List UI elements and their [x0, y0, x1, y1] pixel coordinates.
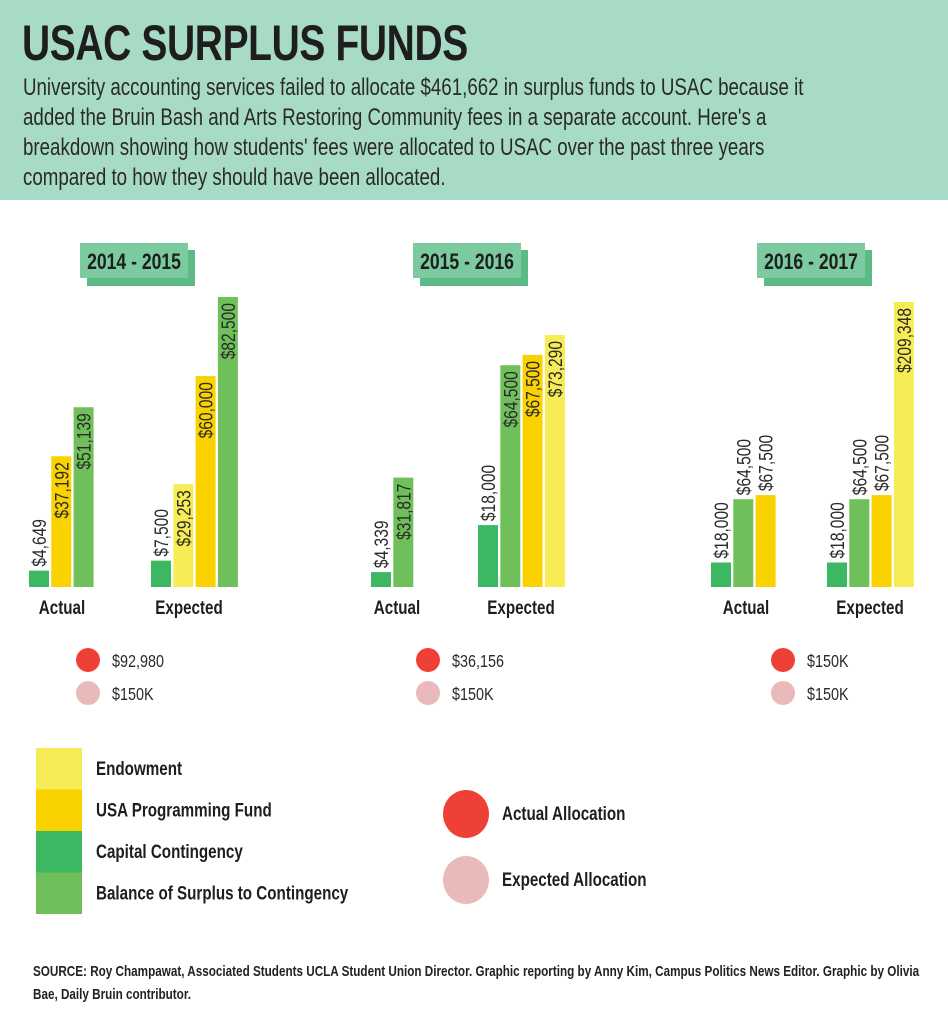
expected-allocation-dot	[76, 681, 100, 705]
panel-2015-2016: 2015 - 2016 $4,339$31,817 Actual $18,000 $64…	[371, 243, 566, 705]
year-badge	[413, 243, 521, 278]
actual-allocation-dot	[76, 648, 100, 672]
year-badge	[80, 243, 188, 278]
bar-capital-contingency	[711, 562, 731, 587]
year-label: 2016 - 2017	[764, 250, 858, 274]
bar-balance-of-surplus-to-contingency	[73, 407, 94, 587]
bar-value-label: $82,500	[217, 303, 239, 359]
group-label: Actual	[723, 596, 769, 618]
bar-value-label: $209,348	[893, 308, 915, 373]
group-label: Actual	[374, 596, 420, 618]
panel-2016-2017: 2016 - 2017$18,000$64,500 $67,500Actual$1…	[711, 243, 915, 705]
bar-usa-programming-fund	[195, 376, 216, 587]
bar-usa-programming-fund	[871, 495, 892, 587]
source-note: SOURCE: Roy Champawat, Associated Studen…	[33, 963, 920, 1003]
bar-usa-programming-fund	[755, 495, 776, 587]
bar-usa-programming-fund	[51, 456, 72, 587]
actual-allocation-value: $36,156	[452, 652, 504, 672]
actual-allocation-value: $150K	[807, 652, 849, 672]
description-line: University accounting services failed to…	[23, 74, 804, 101]
bar-value-label: $4,339	[371, 520, 393, 568]
legend-swatch	[36, 872, 82, 914]
page-title: USAC SURPLUS FUNDS	[22, 15, 468, 71]
bar-value-label: $7,500	[151, 509, 173, 557]
chart-area: 2014 - 2015 $4,649$37,192$51,139 Actual $7,…	[29, 243, 915, 914]
bar-value-label: $29,253	[173, 490, 195, 546]
description-line: breakdown showing how students' fees wer…	[23, 134, 765, 161]
bar-value-label: $37,192	[51, 462, 73, 518]
bar-value-label: $18,000	[827, 502, 849, 558]
panel-2014-2015: 2014 - 2015 $4,649$37,192$51,139 Actual $7,…	[29, 243, 239, 705]
bar-value-label: $18,000	[478, 465, 500, 521]
bar-value-label: $64,500	[733, 439, 755, 495]
bar-usa-programming-fund	[522, 354, 543, 587]
expected-allocation-dot	[416, 681, 440, 705]
bar-value-label: $4,649	[29, 519, 51, 567]
description-line: compared to how they should have been al…	[23, 164, 446, 191]
year-label: 2015 - 2016	[420, 250, 514, 274]
actual-allocation-dot	[771, 648, 795, 672]
expected-allocation-value: $150K	[112, 685, 154, 705]
bar-value-label: $18,000	[711, 502, 733, 558]
legend-label: Endowment	[96, 757, 182, 779]
description: University accounting services failed to…	[23, 73, 912, 193]
bar-value-label: $67,500	[522, 361, 544, 417]
actual-allocation-dot	[416, 648, 440, 672]
bar-value-label: $31,817	[393, 484, 415, 540]
bar-balance-of-surplus-to-contingency	[393, 477, 414, 587]
bar-value-label: $67,500	[871, 435, 893, 491]
year-label: 2014 - 2015	[87, 250, 181, 274]
expected-allocation-legend-dot	[443, 856, 489, 904]
bar-endowment	[544, 335, 565, 587]
group-label: Expected	[487, 596, 555, 618]
bar-capital-contingency	[151, 560, 171, 587]
bar-value-label: $60,000	[195, 382, 217, 438]
bar-capital-contingency	[29, 570, 49, 587]
bar-value-label: $73,290	[544, 341, 566, 397]
expected-allocation-value: $150K	[807, 685, 849, 705]
bar-value-label: $64,500	[849, 439, 871, 495]
expected-allocation-dot	[771, 681, 795, 705]
actual-allocation-legend-dot	[443, 790, 489, 838]
legend-label: Actual Allocation	[502, 802, 625, 824]
bar-value-label: $51,139	[73, 413, 95, 469]
bar-capital-contingency	[371, 572, 391, 587]
group-label: Actual	[39, 596, 85, 618]
group-label: Expected	[836, 596, 904, 618]
legend-label: USA Programming Fund	[96, 799, 272, 821]
legend-label: Balance of Surplus to Contingency	[96, 882, 349, 904]
bar-capital-contingency	[827, 562, 847, 587]
description-line: added the Bruin Bash and Arts Restoring …	[23, 104, 767, 131]
legend-swatch	[36, 748, 82, 790]
bar-capital-contingency	[478, 525, 498, 587]
actual-allocation-value: $92,980	[112, 652, 164, 672]
legend-swatch	[36, 831, 82, 873]
expected-allocation-value: $150K	[452, 685, 494, 705]
group-label: Expected	[155, 596, 223, 618]
bar-value-label: $67,500	[755, 435, 777, 491]
bar-balance-of-surplus-to-contingency	[217, 297, 238, 587]
bar-endowment	[173, 484, 194, 587]
legend-label: Capital Contingency	[96, 840, 243, 862]
bar-balance-of-surplus-to-contingency	[500, 365, 521, 587]
bar-balance-of-surplus-to-contingency	[733, 499, 754, 587]
legend: Endowment USA Programming Fund Capital Con…	[36, 748, 647, 914]
legend-label: Expected Allocation	[502, 868, 647, 890]
legend-swatch	[36, 789, 82, 831]
year-badge	[757, 243, 865, 278]
bar-value-label: $64,500	[500, 371, 522, 427]
bar-balance-of-surplus-to-contingency	[849, 499, 870, 587]
header: USAC SURPLUS FUNDS University accounting…	[0, 0, 948, 200]
bar-endowment	[893, 302, 914, 587]
